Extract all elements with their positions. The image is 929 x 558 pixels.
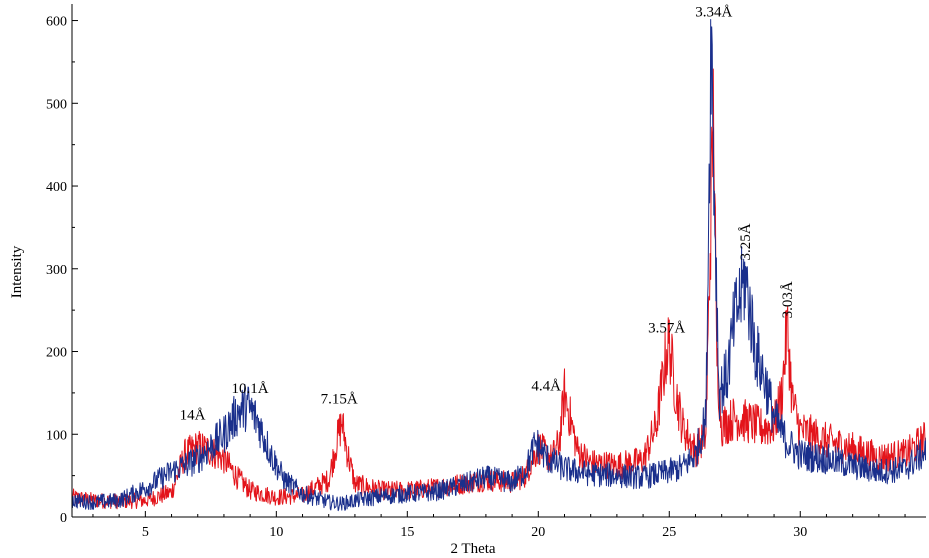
y-tick-label: 100 (46, 428, 67, 443)
axes-layer (71, 4, 926, 518)
peak-label: 3.25Å (738, 223, 754, 260)
y-axis-title: Intensity (9, 245, 25, 298)
y-tick-label: 0 (60, 511, 67, 526)
peak-label: 7.15Å (321, 392, 358, 408)
y-tick-label: 600 (46, 15, 67, 30)
x-tick-label: 20 (531, 525, 545, 540)
series-layer (72, 18, 926, 512)
y-tick-label: 500 (46, 97, 67, 112)
x-tick-label: 30 (793, 525, 807, 540)
y-tick-label: 300 (46, 263, 67, 278)
peak-label: 4.4Å (531, 378, 561, 394)
y-tick-label: 200 (46, 346, 67, 361)
peak-label: 3.34Å (695, 4, 732, 20)
x-axis-title: 2 Theta (450, 541, 495, 557)
peak-label: 3.57Å (648, 321, 685, 337)
x-tick-label: 15 (400, 525, 414, 540)
series-line-1 (72, 68, 926, 510)
peak-label: 10.1Å (232, 381, 269, 397)
peak-label: 3.03Å (780, 281, 796, 318)
series-line-2 (72, 18, 926, 512)
x-tick-label: 10 (269, 525, 283, 540)
peak-label: 14Å (180, 407, 206, 423)
x-tick-label: 5 (142, 525, 149, 540)
annotation-layer: 14Å 10.1Å 7.15Å 4.4Å 3.57Å 3.34Å 3.25Å 3.03Å (180, 4, 797, 423)
y-tick-label: 400 (46, 180, 67, 195)
x-tick-label: 25 (662, 525, 676, 540)
